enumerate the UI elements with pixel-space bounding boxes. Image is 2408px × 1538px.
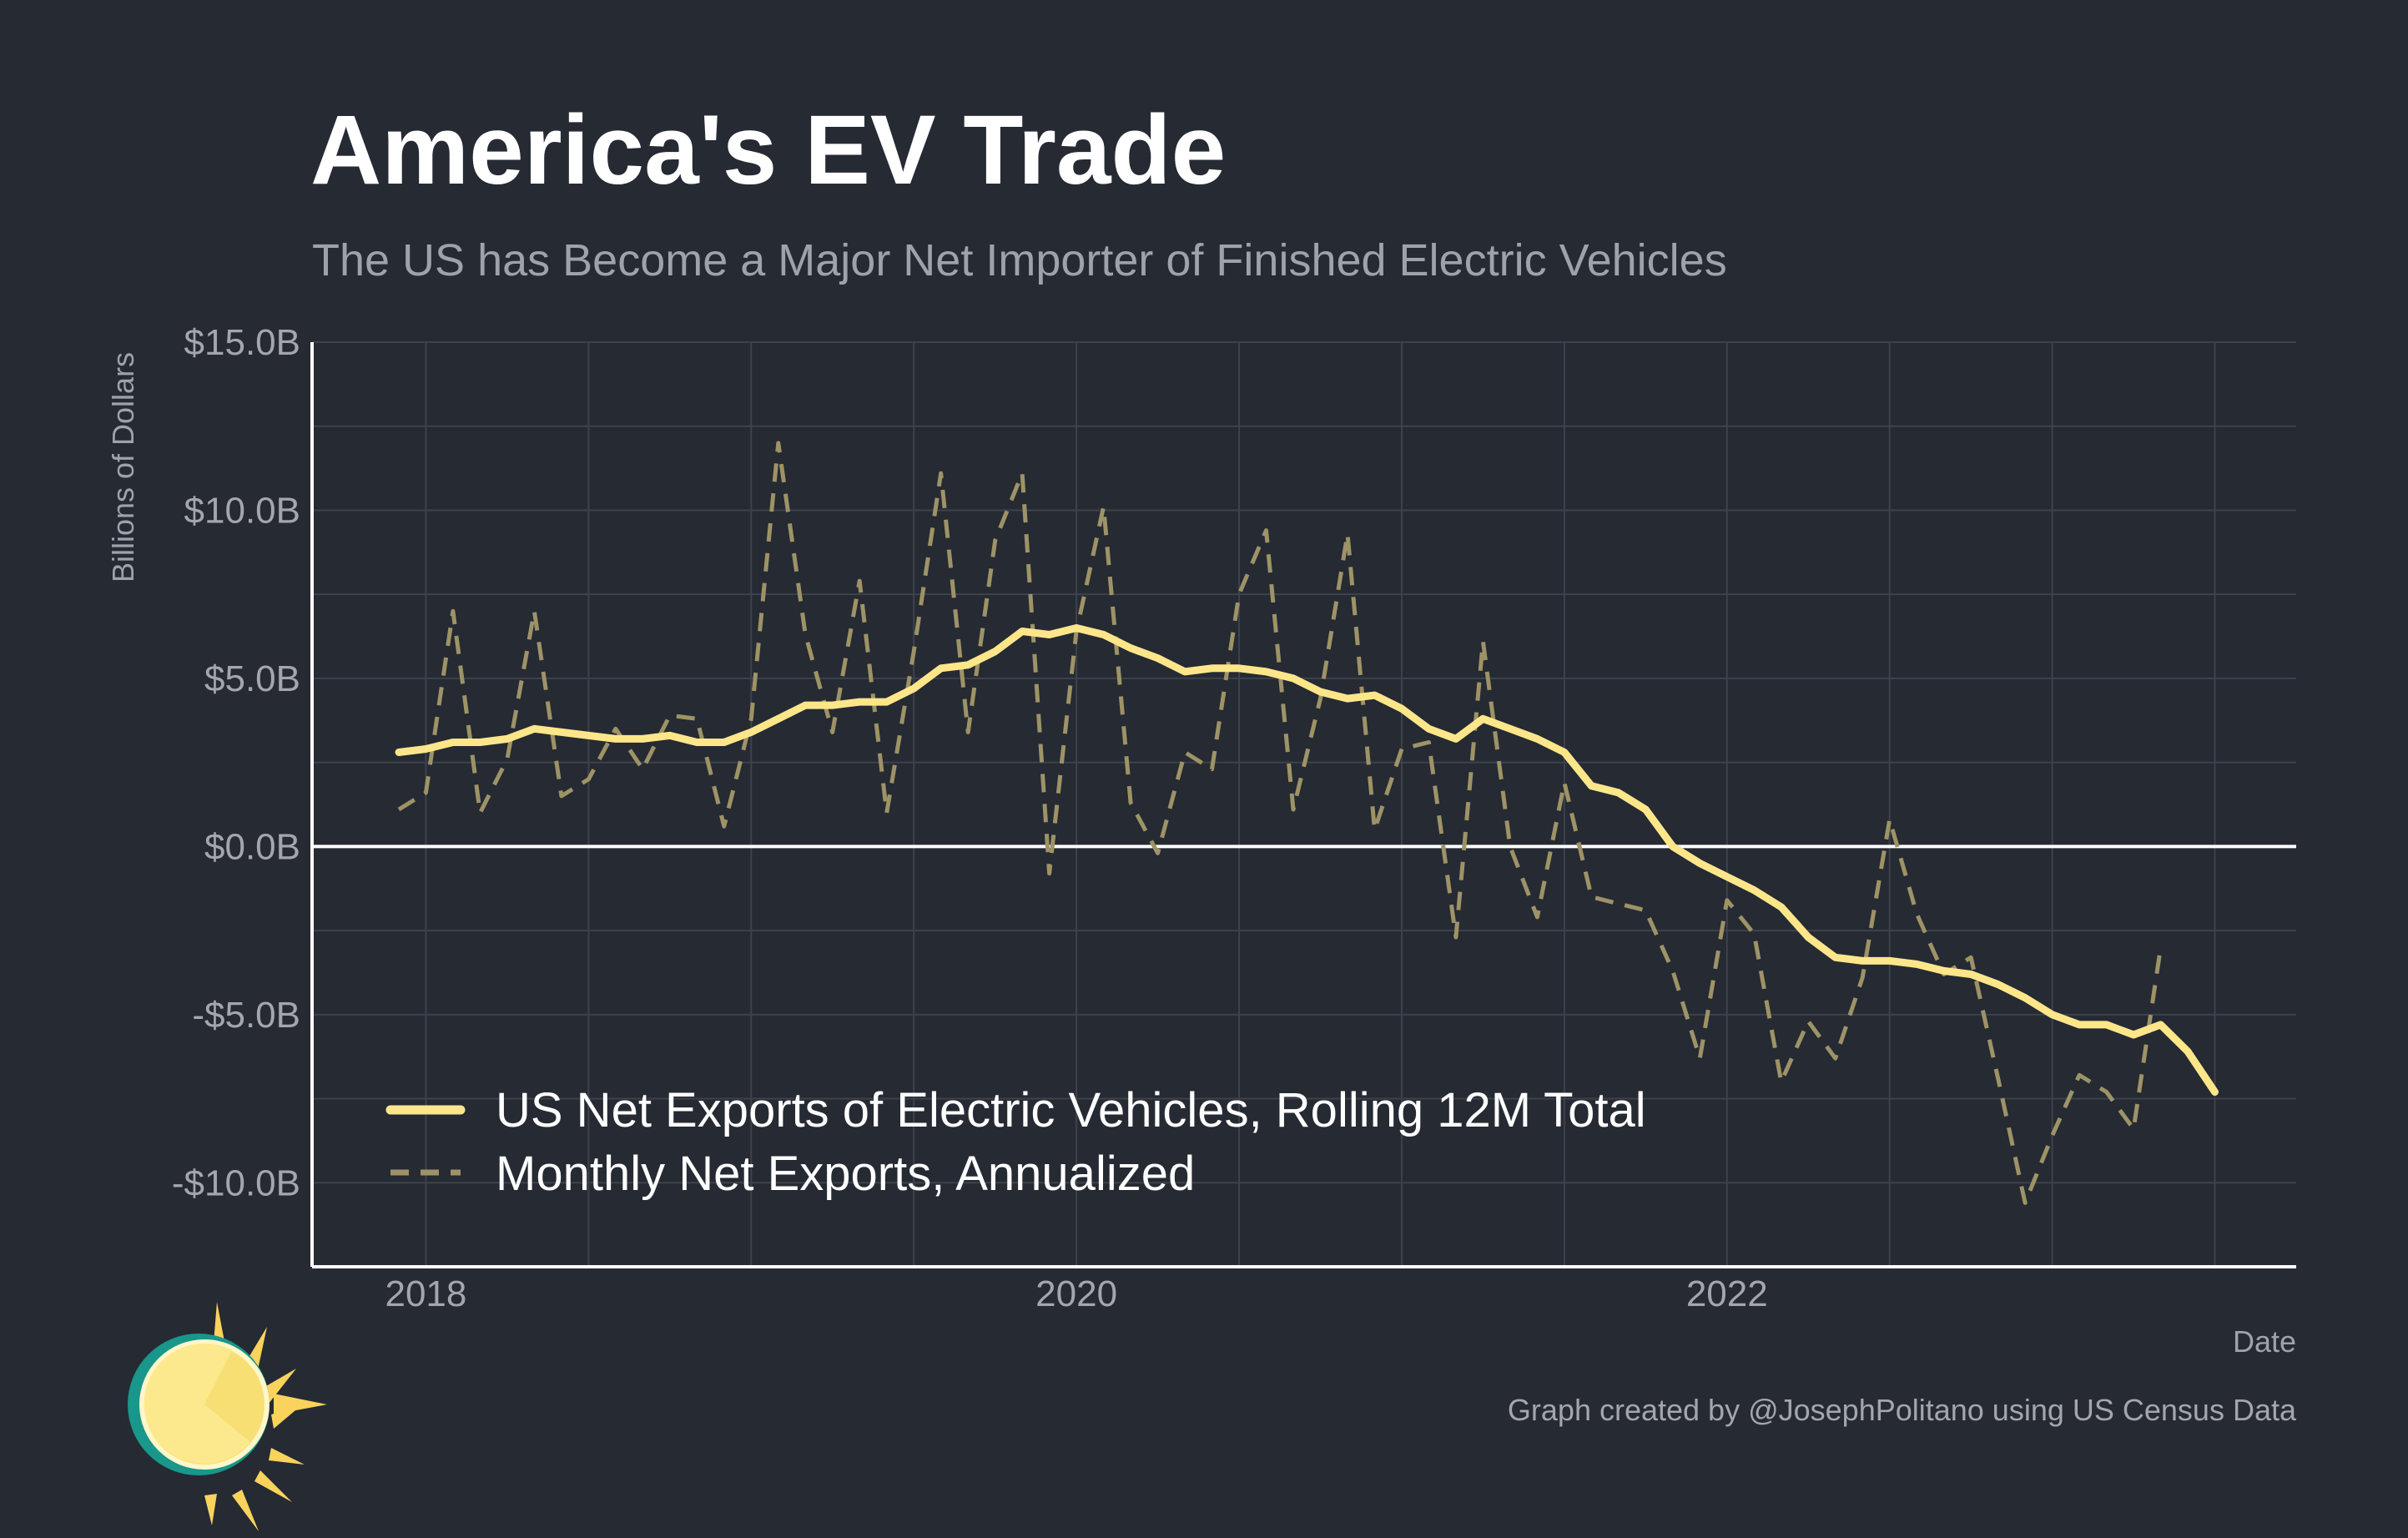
y-tick-labels: $15.0B $10.0B $5.0B $0.0B -$5.0B -$10.0B (172, 322, 300, 1203)
series-line-monthly (397, 441, 2164, 1205)
x-tick-label: 2022 (1686, 1273, 1768, 1314)
source-caption: Graph created by @JosephPolitano using U… (1508, 1393, 2297, 1427)
series-line-rolling (395, 624, 2219, 1096)
grid (312, 341, 2296, 1267)
legend-label-monthly: Monthly Net Exports, Annualized (496, 1147, 1195, 1201)
x-axis-title: Date (2233, 1324, 2296, 1359)
y-tick-label: -$5.0B (192, 995, 300, 1036)
x-tick-label: 2018 (385, 1273, 466, 1314)
legend-label-rolling: US Net Exports of Electric Vehicles, Rol… (496, 1083, 1646, 1137)
y-tick-label: $5.0B (204, 658, 300, 699)
y-tick-label: $0.0B (204, 826, 300, 867)
x-tick-label: 2020 (1035, 1273, 1117, 1314)
chart-subtitle: The US has Become a Major Net Importer o… (312, 235, 1727, 285)
y-axis-title: Billions of Dollars (106, 352, 140, 582)
y-tick-label: $10.0B (184, 490, 300, 531)
y-tick-label: -$10.0B (172, 1162, 300, 1203)
axes (310, 342, 2296, 1268)
chart-title: America's EV Trade (310, 95, 1226, 205)
legend: US Net Exports of Electric Vehicles, Rol… (385, 1083, 1646, 1201)
y-tick-label: $15.0B (184, 322, 300, 363)
series-group (395, 441, 2219, 1205)
x-tick-labels: 2018 2020 2022 (385, 1273, 1767, 1314)
sun-logo-icon (128, 1302, 327, 1531)
